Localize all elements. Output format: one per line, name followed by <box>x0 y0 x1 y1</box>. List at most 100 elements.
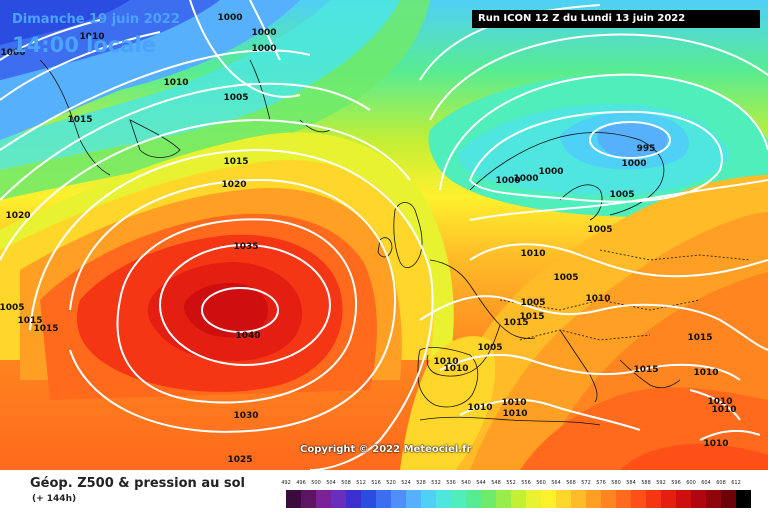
isobar-label: 1015 <box>633 365 658 375</box>
legend-swatch <box>346 490 361 508</box>
legend-level-label: 516 <box>371 480 381 486</box>
isobar-label: 1025 <box>227 455 252 465</box>
legend-level-label: 540 <box>461 480 471 486</box>
legend-swatch <box>286 490 301 508</box>
legend-swatch <box>421 490 436 508</box>
isobar-label: 1015 <box>223 157 248 167</box>
legend-level-label: 592 <box>656 480 666 486</box>
low-scandinavia <box>428 74 768 217</box>
isobar-label: 1010 <box>693 368 718 378</box>
ridge-atlantic <box>0 132 454 400</box>
legend-swatch <box>646 490 661 508</box>
isobar-label: 1010 <box>707 397 732 407</box>
model-run-banner: Run ICON 12 Z du Lundi 13 juin 2022 <box>472 10 760 28</box>
legend-level-label: 564 <box>551 480 561 486</box>
legend-swatch <box>661 490 676 508</box>
legend-color-scale <box>286 490 751 508</box>
legend-swatch <box>481 490 496 508</box>
isobar-label: 1010 <box>467 403 492 413</box>
legend-level-label: 508 <box>341 480 351 486</box>
legend-title: Géop. Z500 & pression au sol <box>30 476 245 491</box>
isobar-label: 1000 <box>217 13 242 23</box>
legend-level-labels: 492 496 500 504 508 512 516 520 524 528 532 536 540 5… <box>281 480 752 489</box>
isobar-label: 1010 <box>163 78 188 88</box>
legend-level-label: 556 <box>521 480 531 486</box>
legend-level-label: 504 <box>326 480 336 486</box>
legend-swatch <box>736 490 751 508</box>
isobar-label: 1010 <box>502 409 527 419</box>
isobar-label: 1005 <box>520 298 545 308</box>
legend-level-label: 596 <box>671 480 681 486</box>
isobar-label: 1015 <box>687 333 712 343</box>
legend-level-label: 608 <box>716 480 726 486</box>
isobar-label: 1000 <box>251 28 276 38</box>
isobar-label: 1010 <box>585 294 610 304</box>
legend-swatch <box>601 490 616 508</box>
legend-swatch <box>691 490 706 508</box>
forecast-date: Dimanche 19 juin 2022 <box>12 12 180 27</box>
legend-swatch <box>706 490 721 508</box>
legend-swatch <box>331 490 346 508</box>
legend-level-label: 496 <box>296 480 306 486</box>
legend-level-label: 580 <box>611 480 621 486</box>
isobar-label: 1000 <box>495 176 520 186</box>
legend-swatch <box>316 490 331 508</box>
forecast-time: 14:00 locale <box>12 33 156 57</box>
legend-level-label: 536 <box>446 480 456 486</box>
legend-level-label: 512 <box>356 480 366 486</box>
isobar-label: 1015 <box>519 312 544 322</box>
legend-level-label: 600 <box>686 480 696 486</box>
legend-level-label: 572 <box>581 480 591 486</box>
isobar-label: 1010 <box>79 32 104 42</box>
isobar-label: 1000 <box>0 48 25 58</box>
legend-level-label: 584 <box>626 480 636 486</box>
legend-swatch <box>391 490 406 508</box>
legend-swatch <box>301 490 316 508</box>
legend-level-label: 492 <box>281 480 291 486</box>
legend-level-label: 528 <box>416 480 426 486</box>
isobar-label: 1015 <box>67 115 92 125</box>
legend-footer: Géop. Z500 & pression au sol (+ 144h) 49… <box>0 470 768 512</box>
legend-swatch <box>376 490 391 508</box>
isobar-label: 1040 <box>235 331 260 341</box>
legend-swatch <box>616 490 631 508</box>
isobar-label: 1010 <box>501 398 526 408</box>
trough-iberia <box>400 336 496 470</box>
isobar-label: 1020 <box>221 180 246 190</box>
isobar-label: 1015 <box>17 316 42 326</box>
legend-swatch <box>406 490 421 508</box>
legend-swatch <box>586 490 601 508</box>
isobar-label: 1005 <box>553 273 578 283</box>
legend-swatch <box>556 490 571 508</box>
legend-level-label: 612 <box>731 480 741 486</box>
isobar-label: 995 <box>637 144 656 154</box>
isobar-label: 1020 <box>5 211 30 221</box>
legend-level-label: 588 <box>641 480 651 486</box>
legend-swatch <box>361 490 376 508</box>
legend-level-label: 568 <box>566 480 576 486</box>
copyright-notice: Copyright © 2022 Meteociel.fr <box>300 444 472 455</box>
isobar-label: 1005 <box>0 303 25 313</box>
legend-swatch <box>496 490 511 508</box>
isobar-label: 1015 <box>503 318 528 328</box>
legend-level-label: 604 <box>701 480 711 486</box>
legend-level-label: 560 <box>536 480 546 486</box>
legend-level-label: 532 <box>431 480 441 486</box>
legend-swatch <box>631 490 646 508</box>
legend-swatch <box>451 490 466 508</box>
isobar-label: 1005 <box>587 225 612 235</box>
legend-level-label: 500 <box>311 480 321 486</box>
legend-swatch <box>676 490 691 508</box>
legend-swatch <box>526 490 541 508</box>
legend-level-label: 552 <box>506 480 516 486</box>
isobar-label: 1015 <box>33 324 58 334</box>
isobar-label: 1010 <box>520 249 545 259</box>
isobar-label: 1010 <box>711 405 736 415</box>
legend-level-label: 544 <box>476 480 486 486</box>
legend-level-label: 524 <box>401 480 411 486</box>
isobar-label: 1000 <box>621 159 646 169</box>
legend-level-label: 520 <box>386 480 396 486</box>
legend-swatch <box>436 490 451 508</box>
isobar-label: 1005 <box>477 343 502 353</box>
